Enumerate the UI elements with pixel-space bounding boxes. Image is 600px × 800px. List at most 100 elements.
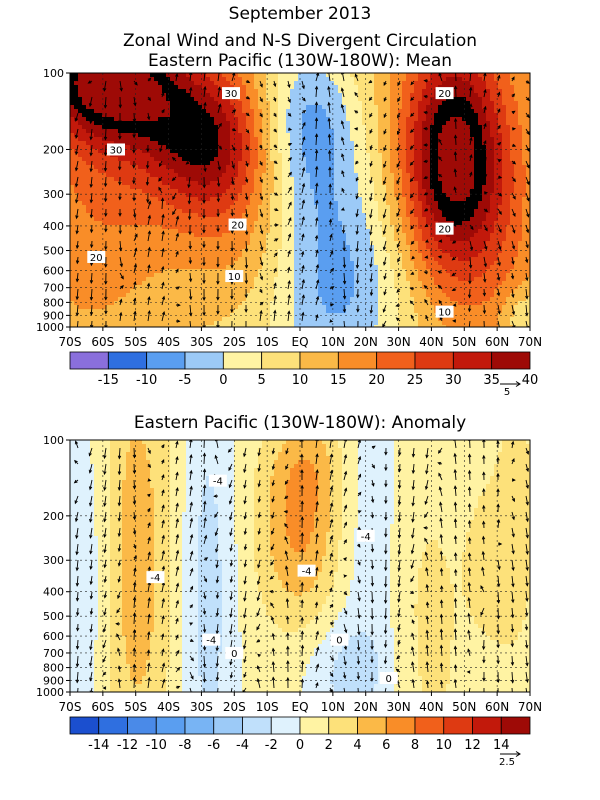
field-cell bbox=[74, 221, 79, 226]
field-cell bbox=[418, 137, 423, 142]
field-cell bbox=[514, 105, 519, 110]
field-cell bbox=[114, 165, 119, 170]
field-cell bbox=[370, 173, 375, 178]
field-cell bbox=[514, 221, 519, 226]
field-cell bbox=[402, 217, 407, 222]
field-cell bbox=[282, 205, 287, 210]
field-cell bbox=[418, 81, 423, 86]
field-cell bbox=[366, 173, 371, 178]
field-cell bbox=[122, 241, 127, 246]
field-cell bbox=[206, 241, 211, 246]
field-cell bbox=[454, 121, 459, 126]
field-cell bbox=[194, 181, 199, 186]
field-cell bbox=[474, 101, 479, 106]
field-cell bbox=[82, 245, 87, 250]
field-cell bbox=[326, 169, 331, 174]
field-cell bbox=[82, 193, 87, 198]
field-cell bbox=[370, 93, 375, 98]
field-cell bbox=[502, 165, 507, 170]
field-cell bbox=[122, 77, 127, 82]
field-cell bbox=[490, 209, 495, 214]
field-cell bbox=[362, 77, 367, 82]
field-cell bbox=[246, 193, 251, 198]
field-cell bbox=[98, 85, 103, 90]
field-cell bbox=[266, 233, 271, 238]
field-cell bbox=[326, 157, 331, 162]
field-cell bbox=[90, 89, 95, 94]
field-cell bbox=[182, 93, 187, 98]
field-cell bbox=[294, 93, 299, 98]
field-cell bbox=[310, 81, 315, 86]
field-cell bbox=[106, 197, 111, 202]
field-cell bbox=[262, 237, 267, 242]
field-cell bbox=[302, 145, 307, 150]
field-cell bbox=[274, 205, 279, 210]
field-cell bbox=[102, 165, 107, 170]
field-cell bbox=[238, 77, 243, 82]
field-cell bbox=[234, 73, 239, 78]
field-cell bbox=[154, 93, 159, 98]
field-cell bbox=[242, 241, 247, 246]
field-cell bbox=[114, 237, 119, 242]
field-cell bbox=[334, 137, 339, 142]
field-cell bbox=[418, 125, 423, 130]
field-cell bbox=[246, 149, 251, 154]
field-cell bbox=[322, 217, 327, 222]
field-cell bbox=[362, 181, 367, 186]
field-cell bbox=[374, 133, 379, 138]
field-cell bbox=[350, 133, 355, 138]
field-cell bbox=[194, 121, 199, 126]
field-cell bbox=[362, 129, 367, 134]
field-cell bbox=[426, 137, 431, 142]
field-cell bbox=[126, 89, 131, 94]
field-cell bbox=[442, 97, 447, 102]
field-cell bbox=[474, 109, 479, 114]
field-cell bbox=[426, 101, 431, 106]
field-cell bbox=[402, 197, 407, 202]
field-cell bbox=[150, 169, 155, 174]
field-cell bbox=[390, 217, 395, 222]
field-cell bbox=[386, 205, 391, 210]
field-cell bbox=[314, 233, 319, 238]
field-cell bbox=[346, 213, 351, 218]
field-cell bbox=[366, 85, 371, 90]
field-cell bbox=[486, 137, 491, 142]
field-cell bbox=[354, 145, 359, 150]
field-cell bbox=[418, 189, 423, 194]
field-cell bbox=[330, 145, 335, 150]
field-cell bbox=[78, 245, 83, 250]
field-cell bbox=[338, 205, 343, 210]
field-cell bbox=[270, 101, 275, 106]
field-cell bbox=[378, 89, 383, 94]
field-cell bbox=[298, 73, 303, 78]
field-cell bbox=[274, 141, 279, 146]
field-cell bbox=[470, 201, 475, 206]
field-cell bbox=[302, 193, 307, 198]
field-cell bbox=[474, 81, 479, 86]
field-cell bbox=[286, 177, 291, 182]
field-cell bbox=[98, 81, 103, 86]
field-cell bbox=[422, 161, 427, 166]
field-cell bbox=[214, 237, 219, 242]
field-cell bbox=[90, 125, 95, 130]
field-cell bbox=[290, 205, 295, 210]
field-cell bbox=[354, 85, 359, 90]
field-cell bbox=[330, 89, 335, 94]
field-cell bbox=[406, 221, 411, 226]
field-cell bbox=[102, 229, 107, 234]
field-cell bbox=[142, 177, 147, 182]
field-cell bbox=[254, 101, 259, 106]
field-cell bbox=[138, 81, 143, 86]
field-cell bbox=[318, 213, 323, 218]
field-cell bbox=[478, 181, 483, 186]
field-cell bbox=[474, 137, 479, 142]
field-cell bbox=[178, 121, 183, 126]
field-cell bbox=[366, 129, 371, 134]
field-cell bbox=[170, 93, 175, 98]
field-cell bbox=[238, 105, 243, 110]
field-cell bbox=[78, 181, 83, 186]
field-cell bbox=[486, 81, 491, 86]
field-cell bbox=[258, 141, 263, 146]
field-cell bbox=[194, 173, 199, 178]
field-cell bbox=[130, 205, 135, 210]
